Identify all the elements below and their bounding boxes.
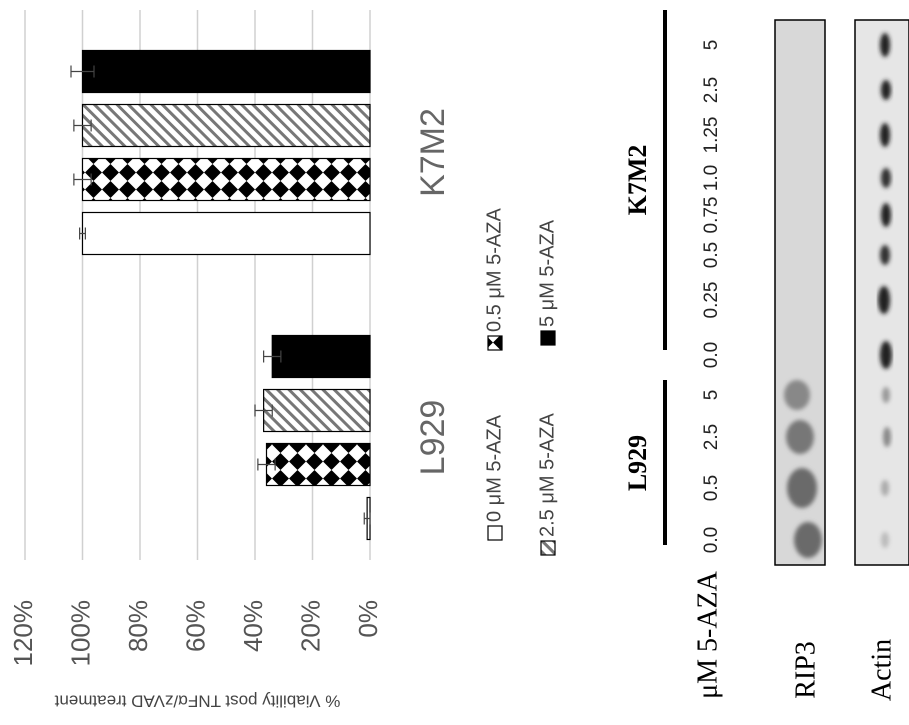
bar <box>83 159 371 201</box>
y-axis-title: % Viability post TNFα/zVAD treatment <box>54 692 340 711</box>
y-tick-label: 40% <box>238 600 268 652</box>
legend-label: 0 μM 5-AZA <box>483 414 505 522</box>
x-tick-label: K7M2 <box>414 108 452 197</box>
concentration-label: 5 <box>701 40 722 51</box>
concentration-label: 5 <box>701 390 722 401</box>
y-tick-label: 100% <box>65 600 95 667</box>
legend-swatch <box>488 526 502 540</box>
bar <box>264 390 370 432</box>
unit-label: μM 5-AZA <box>692 570 723 699</box>
y-tick-label: 0% <box>353 600 383 638</box>
concentration-label: 0.75 <box>701 197 722 234</box>
y-tick-label: 20% <box>295 600 325 652</box>
legend-swatch <box>541 541 555 555</box>
bar <box>267 444 371 486</box>
concentration-label: 0.5 <box>701 242 722 268</box>
legend-label: 0.5 μM 5-AZA <box>483 208 505 332</box>
cell-line-label: K7M2 <box>623 145 652 216</box>
blot-row-label: RIP3 <box>790 641 821 699</box>
y-tick-label: 80% <box>123 600 153 652</box>
legend-swatch <box>541 331 555 345</box>
legend-swatch <box>488 336 502 350</box>
concentration-label: 0.0 <box>701 342 722 368</box>
bar <box>83 51 371 93</box>
y-tick-label: 60% <box>180 600 210 652</box>
legend-label: 2.5 μM 5-AZA <box>536 413 558 537</box>
concentration-label: 1.0 <box>701 165 722 191</box>
cell-line-label: L929 <box>623 435 652 491</box>
concentration-label: 0.25 <box>701 282 722 319</box>
concentration-label: 2.5 <box>701 424 722 450</box>
bar <box>83 105 371 147</box>
concentration-label: 2.5 <box>701 77 722 103</box>
concentration-label: 0.5 <box>701 475 722 501</box>
figure-body: 0% 20% 40% 60% 80% 100% 120% % Viability post T… <box>8 10 909 711</box>
concentration-label: 0.0 <box>701 527 722 553</box>
legend-label: 5 μM 5-AZA <box>536 219 558 327</box>
blot-row-label: Actin <box>866 639 897 701</box>
y-tick-label: 120% <box>8 600 38 667</box>
x-tick-label: L929 <box>414 400 452 476</box>
bar <box>272 336 370 378</box>
figure: 0% 20% 40% 60% 80% 100% 120% % Viability post T… <box>0 0 909 725</box>
concentration-label: 1.25 <box>701 117 722 154</box>
bar <box>83 213 371 255</box>
